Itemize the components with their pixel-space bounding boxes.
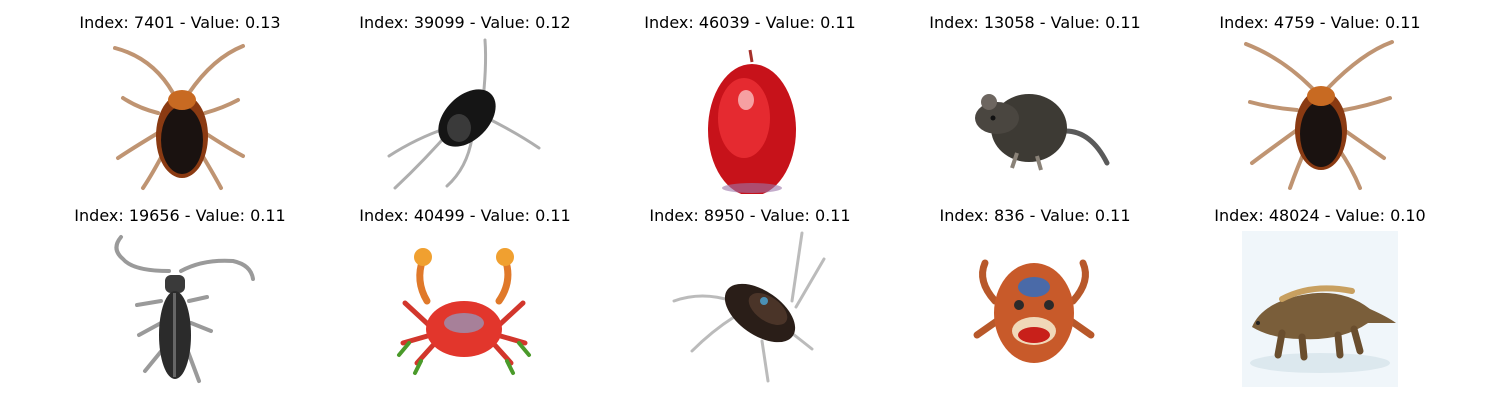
crab-image: [957, 231, 1113, 387]
mouse-image: [957, 38, 1113, 194]
cockroach-image: [1242, 38, 1398, 194]
panel-caption: Index: 46039 - Value: 0.11: [644, 13, 856, 32]
panel-caption: Index: 40499 - Value: 0.11: [359, 206, 571, 225]
panel-caption: Index: 7401 - Value: 0.13: [79, 13, 281, 32]
panel-caption: Index: 48024 - Value: 0.10: [1214, 206, 1426, 225]
panel-caption: Index: 836 - Value: 0.11: [939, 206, 1131, 225]
panel-caption: Index: 8950 - Value: 0.11: [649, 206, 851, 225]
beetle-image: [103, 231, 259, 387]
apple-image: [672, 38, 828, 194]
cockroach-image: [387, 38, 543, 194]
panel-caption: Index: 13058 - Value: 0.11: [929, 13, 1141, 32]
cockroach-image: [672, 231, 828, 387]
crab-image: [387, 231, 543, 387]
panel-caption: Index: 19656 - Value: 0.11: [74, 206, 286, 225]
dinosaur-image: [1242, 231, 1398, 387]
panel-caption: Index: 39099 - Value: 0.12: [359, 13, 571, 32]
panel-caption: Index: 4759 - Value: 0.11: [1219, 13, 1421, 32]
cockroach-image: [103, 38, 259, 194]
